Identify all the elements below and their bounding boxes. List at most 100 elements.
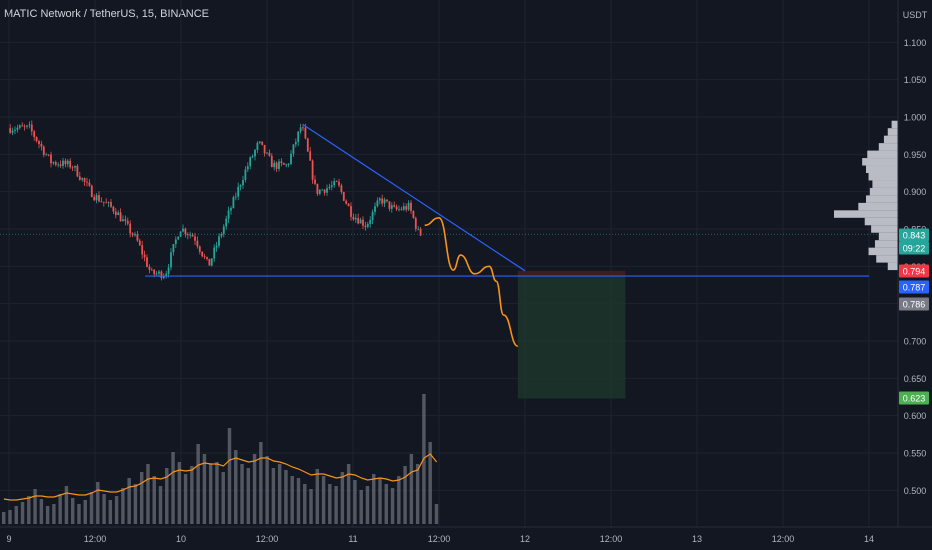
time-tick-label: 12:00: [772, 534, 795, 544]
volume-bar: [133, 484, 138, 524]
price-tick-label: 1.100: [904, 38, 927, 48]
volume-bar: [27, 496, 31, 524]
time-tick-label: 12:00: [84, 534, 107, 544]
candle: [378, 198, 381, 201]
candle: [225, 218, 228, 227]
volume-bar: [102, 494, 106, 524]
volume-bar: [108, 500, 113, 524]
volume-bar: [33, 489, 37, 524]
candle: [158, 271, 160, 274]
time-tick-label: 12: [520, 534, 530, 544]
volume-bar: [372, 474, 376, 524]
candle: [280, 161, 283, 164]
candle: [230, 208, 232, 211]
stop-loss-zone: [517, 270, 626, 277]
candle: [189, 234, 192, 236]
candle: [254, 149, 256, 157]
candle: [47, 154, 50, 156]
position-zones: [517, 270, 626, 399]
volume-bar: [121, 488, 125, 524]
projection-path[interactable]: [424, 216, 519, 347]
candle: [278, 161, 280, 169]
candle: [134, 234, 136, 236]
volume-profile-row: [871, 225, 898, 233]
candle: [124, 219, 127, 221]
candle: [227, 210, 230, 219]
chart-interval: 15: [141, 8, 154, 20]
candle: [90, 185, 93, 198]
candle: [239, 185, 242, 187]
candle: [220, 234, 223, 237]
candle: [340, 185, 343, 192]
trendline[interactable]: [302, 123, 526, 272]
candle: [330, 185, 333, 187]
price-badge-label: 0.786: [903, 300, 926, 310]
volume-bar: [114, 496, 119, 524]
time-tick-label: 9: [6, 534, 11, 544]
candle: [376, 200, 379, 207]
price-badge-label: 0.794: [903, 267, 926, 277]
time-tick-label: 12:00: [600, 534, 623, 544]
volume-bar: [58, 494, 62, 524]
candle: [136, 234, 139, 241]
time-axis[interactable]: 9 12:00 10 12:00 11 12:00 12 12:00 13 12:00 14: [0, 526, 932, 550]
price-axis[interactable]: USDT1.1001.0501.0000.9500.9000.8500.8000…: [897, 0, 932, 550]
candle: [21, 125, 24, 127]
candle: [326, 188, 328, 193]
candle: [400, 208, 403, 210]
candle: [107, 202, 110, 203]
candle: [76, 165, 79, 177]
volume-bar: [196, 444, 200, 524]
candle: [170, 252, 172, 268]
volume-bar: [353, 480, 357, 524]
candle: [309, 151, 312, 161]
volume-bar: [96, 482, 100, 524]
volume-bar: [45, 506, 50, 524]
candle: [23, 126, 26, 128]
candle: [62, 160, 64, 166]
candle: [81, 178, 84, 180]
candle: [402, 206, 405, 210]
candle: [150, 269, 153, 271]
candle: [299, 127, 302, 132]
candle: [112, 206, 115, 212]
drawings[interactable]: [145, 123, 869, 347]
candle: [9, 128, 12, 133]
volume-bar: [265, 456, 269, 524]
volume-bar: [277, 464, 282, 524]
price-tick-label: 0.950: [904, 150, 927, 160]
candle: [14, 129, 16, 131]
candle: [210, 258, 213, 266]
volume-bar: [252, 454, 257, 524]
candle: [347, 203, 350, 207]
symbol-name: MATIC Network / TetherUS: [4, 8, 136, 20]
volume-bar: [83, 500, 87, 524]
candle: [362, 219, 364, 226]
volume-profile-row: [867, 150, 898, 159]
candle: [40, 143, 43, 147]
volume-bar: [234, 450, 238, 524]
candle: [282, 163, 285, 165]
volume-bar: [240, 464, 244, 524]
price-tick-label: 1.050: [904, 75, 927, 85]
candle: [290, 153, 292, 165]
volume-bar: [215, 462, 219, 524]
price-tick-label: 0.500: [904, 486, 927, 496]
volume-profile-row: [858, 202, 898, 211]
candle: [350, 206, 352, 217]
volume-profile-row: [876, 255, 898, 263]
volume-profile-row: [874, 240, 898, 248]
candle: [251, 156, 254, 158]
price-badge: [899, 280, 929, 294]
candle: [311, 160, 314, 180]
volume-bar: [64, 486, 69, 524]
candle: [16, 127, 19, 130]
candle: [287, 164, 290, 165]
price-tick-label: 0.600: [904, 411, 927, 421]
volume-profile-row: [891, 120, 898, 129]
candle: [155, 273, 158, 275]
price-badge: [899, 264, 929, 278]
candle: [398, 208, 400, 210]
